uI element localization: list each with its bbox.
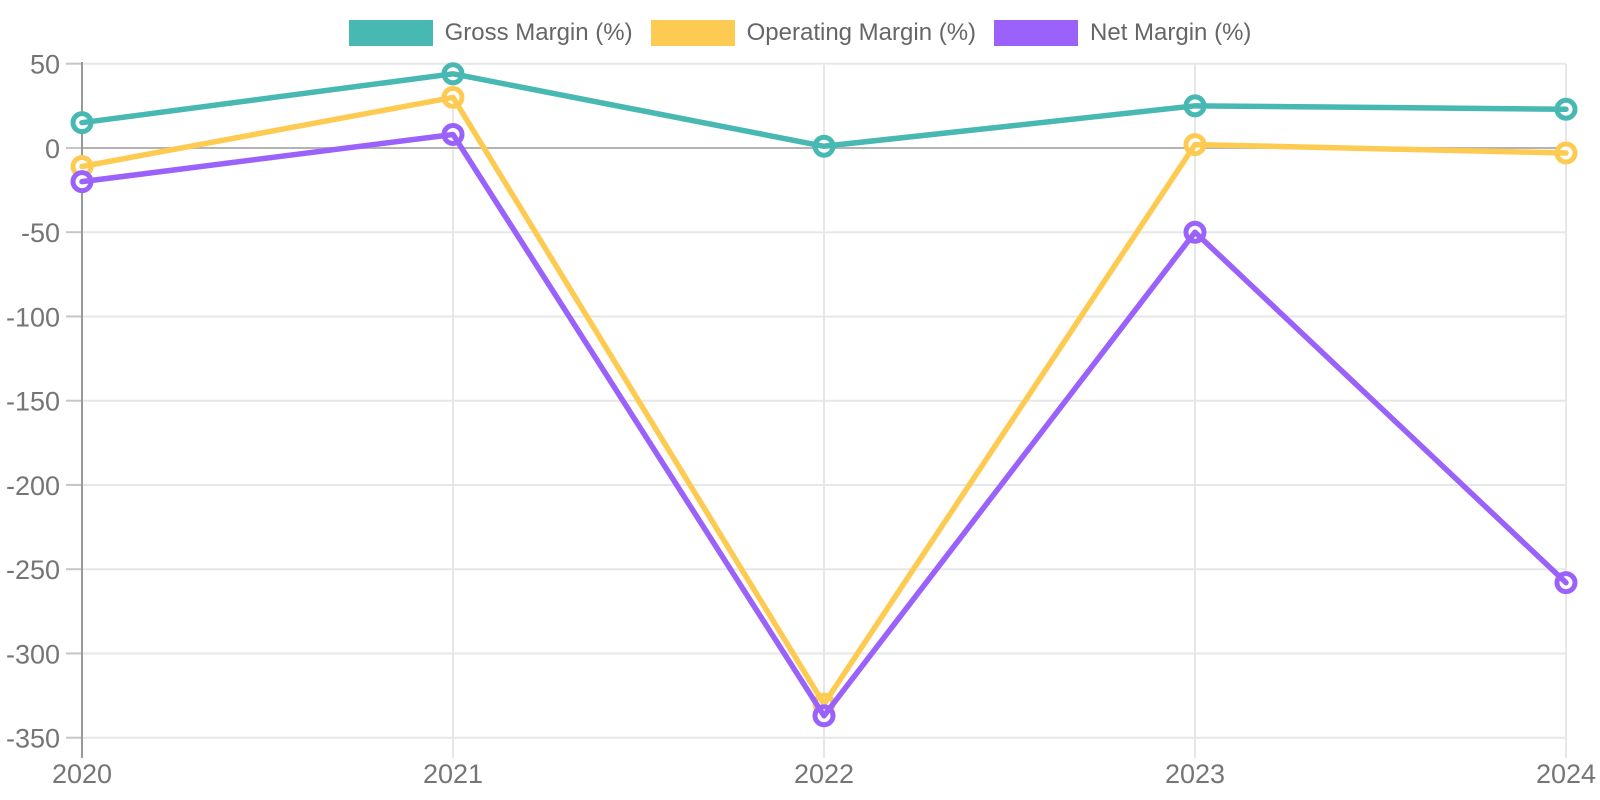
x-axis-label: 2021 [423,759,483,789]
x-axis-label: 2024 [1536,759,1596,789]
legend-swatch-gross-margin [348,20,433,46]
x-axis-label: 2020 [52,759,112,789]
y-axis-label: -350 [6,724,60,754]
legend-item-operating-margin[interactable]: Operating Margin (%) [650,19,977,47]
legend: Gross Margin (%) Operating Margin (%) Ne… [0,19,1600,47]
x-axis-label: 2023 [1165,759,1225,789]
y-axis-label: 0 [45,134,60,164]
legend-swatch-operating-margin [650,20,735,46]
legend-swatch-net-margin [994,20,1079,46]
legend-item-gross-margin[interactable]: Gross Margin (%) [348,19,633,47]
y-axis-label: -200 [6,471,60,501]
legend-label-gross-margin: Gross Margin (%) [444,19,633,46]
x-axis-label: 2022 [794,759,854,789]
y-axis-label: -300 [6,639,60,669]
series-line-net-margin [79,131,1569,719]
y-axis-label: 50 [30,50,60,80]
legend-label-net-margin: Net Margin (%) [1090,19,1252,46]
legend-label-operating-margin: Operating Margin (%) [746,19,977,46]
y-axis-label: -100 [6,302,60,332]
legend-item-net-margin[interactable]: Net Margin (%) [994,19,1251,47]
series-line-operating-margin [79,94,1569,707]
y-axis-label: -50 [21,218,60,248]
series-line-gross-margin [79,71,1569,150]
y-axis-label: -250 [6,555,60,585]
y-axis-label: -150 [6,387,60,417]
